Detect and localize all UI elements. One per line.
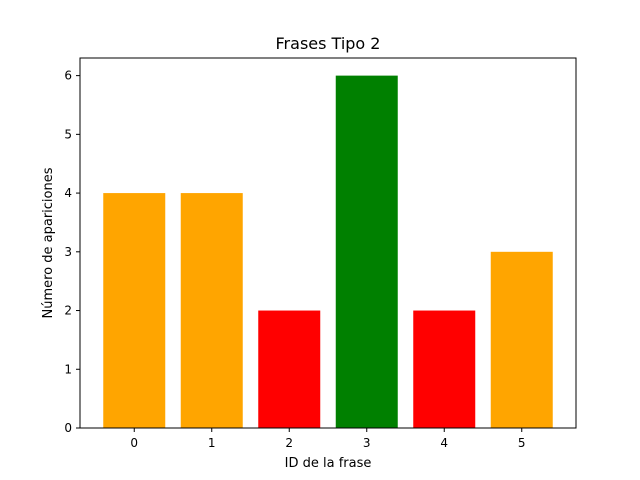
y-ticks-group: 0 1 2 3 4 5 6 (64, 69, 80, 435)
x-tick-label: 2 (285, 436, 293, 450)
chart-title: Frases Tipo 2 (276, 34, 381, 53)
x-tick-label: 5 (518, 436, 526, 450)
x-tick-label: 3 (363, 436, 371, 450)
y-tick-label: 0 (64, 421, 72, 435)
y-tick-label: 4 (64, 186, 72, 200)
x-axis-label: ID de la frase (285, 456, 372, 471)
x-ticks-group: 0 1 2 3 4 5 (130, 428, 526, 450)
bar-3 (335, 75, 398, 428)
bar-4 (413, 310, 476, 428)
y-tick-label: 3 (64, 245, 72, 259)
x-tick-label: 4 (440, 436, 448, 450)
y-axis-label: Número de apariciones (41, 167, 56, 318)
bar-1 (180, 193, 243, 428)
x-tick-label: 0 (130, 436, 138, 450)
y-tick-label: 5 (64, 127, 72, 141)
x-tick-label: 1 (208, 436, 216, 450)
y-tick-label: 2 (64, 304, 72, 318)
bar-0 (103, 193, 166, 428)
y-tick-label: 6 (64, 69, 72, 83)
y-tick-label: 1 (64, 362, 72, 376)
bar-2 (258, 310, 321, 428)
bars-group (103, 75, 553, 428)
bar-5 (490, 251, 553, 428)
axes-frame (79, 57, 577, 429)
